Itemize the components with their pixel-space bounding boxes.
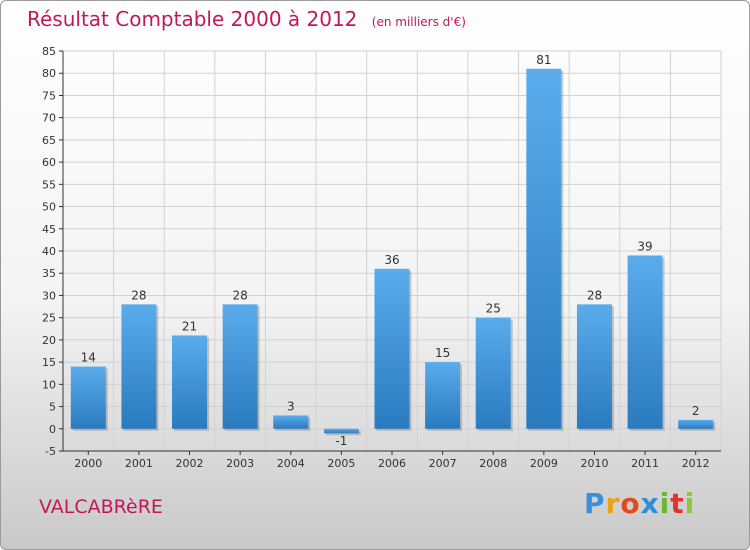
bar-2006 xyxy=(374,268,410,429)
data-label-2000: 14 xyxy=(81,351,96,365)
x-tick-label-2004: 2004 xyxy=(277,457,305,470)
data-label-2001: 28 xyxy=(131,288,146,302)
x-tick-label-2006: 2006 xyxy=(378,457,406,470)
y-tick-label: 30 xyxy=(42,289,56,302)
chart-title: Résultat Comptable 2000 à 2012 (en milli… xyxy=(27,7,466,31)
y-tick-label: 10 xyxy=(42,378,56,391)
y-tick-label: 80 xyxy=(42,67,56,80)
data-labels: 14 28 21 28 3 -1 36 15 25 81 28 39 2 xyxy=(81,53,700,448)
brand-letter: t xyxy=(670,487,685,520)
data-label-2006: 36 xyxy=(384,253,399,267)
bar-2011 xyxy=(627,255,663,429)
data-label-2002: 21 xyxy=(182,319,197,333)
y-tick-label: 55 xyxy=(42,178,56,191)
y-tick-label: 40 xyxy=(42,245,56,258)
y-tick-label: 70 xyxy=(42,112,56,125)
data-label-2005: -1 xyxy=(335,434,347,448)
y-tick-label: 35 xyxy=(42,267,56,280)
bar-2000 xyxy=(70,366,106,429)
bars xyxy=(70,68,716,436)
bar-2012 xyxy=(678,419,714,429)
brand-letter: r xyxy=(605,487,621,520)
x-tick-label-2012: 2012 xyxy=(682,457,710,470)
brand-letter: i xyxy=(659,487,671,520)
bar-2010 xyxy=(576,304,612,429)
data-label-2007: 15 xyxy=(435,346,450,360)
x-tick-label-2010: 2010 xyxy=(580,457,608,470)
bar-2004 xyxy=(273,415,309,429)
bar-2003 xyxy=(222,304,258,429)
data-label-2008: 25 xyxy=(486,302,501,316)
brand-letter: x xyxy=(640,487,660,520)
y-tick-label: 65 xyxy=(42,134,56,147)
y-tick-label: 0 xyxy=(49,423,56,436)
x-tick-label-2002: 2002 xyxy=(176,457,204,470)
y-tick-label: 25 xyxy=(42,312,56,325)
data-label-2003: 28 xyxy=(233,288,248,302)
data-label-2012: 2 xyxy=(692,404,700,418)
bar-2002 xyxy=(172,335,208,429)
y-tick-label: 75 xyxy=(42,89,56,102)
bar-2008 xyxy=(475,317,511,429)
axes: -5 0 5 10 15 20 25 30 35 40 45 50 55 60 65 70 75 80 85 2000… xyxy=(42,45,721,470)
y-tick-label: 60 xyxy=(42,156,56,169)
y-tick-label: 15 xyxy=(42,356,56,369)
x-tick-label-2007: 2007 xyxy=(429,457,457,470)
brand-letter: P xyxy=(584,487,606,520)
x-tick-label-2009: 2009 xyxy=(530,457,558,470)
y-tick-label: 50 xyxy=(42,201,56,214)
bar-2007 xyxy=(425,362,461,429)
chart-title-text: Résultat Comptable 2000 à 2012 xyxy=(27,7,358,31)
x-tick-label-2011: 2011 xyxy=(631,457,659,470)
brand-letter: o xyxy=(620,487,641,520)
x-tick-label-2001: 2001 xyxy=(125,457,153,470)
data-label-2010: 28 xyxy=(587,288,602,302)
data-label-2009: 81 xyxy=(536,53,551,67)
x-tick-label-2000: 2000 xyxy=(74,457,102,470)
bar-2001 xyxy=(121,304,157,429)
data-label-2011: 39 xyxy=(637,239,652,253)
y-tick-label: -5 xyxy=(45,445,56,458)
bar-2005 xyxy=(323,428,359,434)
commune-name: VALCABRèRE xyxy=(39,496,163,518)
x-tick-label-2003: 2003 xyxy=(226,457,254,470)
x-tick-label-2005: 2005 xyxy=(327,457,355,470)
brand-letter: i xyxy=(684,487,696,520)
y-tick-label: 45 xyxy=(42,223,56,236)
data-label-2004: 3 xyxy=(287,399,295,413)
y-tick-label: 5 xyxy=(49,401,56,414)
y-tick-label: 85 xyxy=(42,45,56,58)
bar-2009 xyxy=(526,68,562,429)
y-tick-label: 20 xyxy=(42,334,56,347)
chart-subtitle: (en milliers d'€) xyxy=(371,15,466,29)
x-tick-label-2008: 2008 xyxy=(479,457,507,470)
brand-logo: Proxiti xyxy=(584,487,695,520)
